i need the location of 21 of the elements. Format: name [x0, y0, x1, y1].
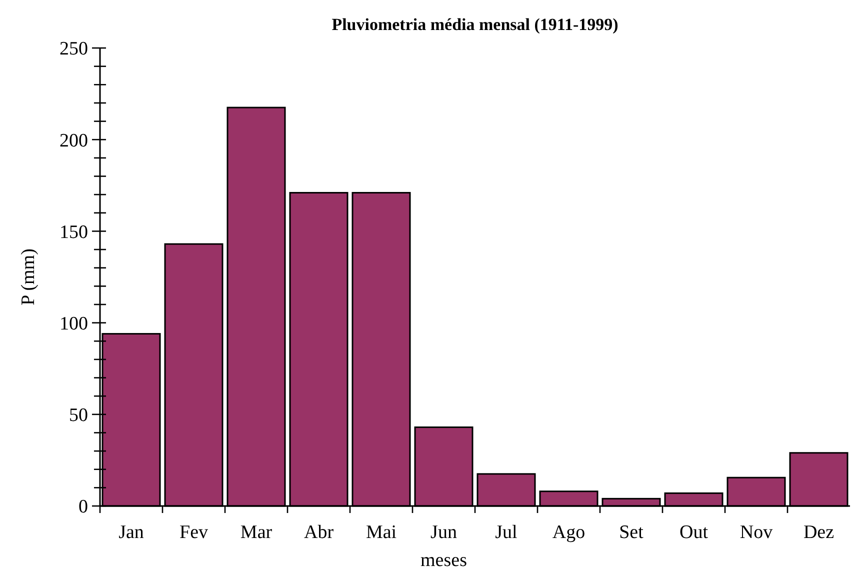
x-tick-label: Jun — [430, 522, 458, 543]
x-tick-label: Set — [619, 522, 644, 543]
x-tick-label: Mai — [366, 522, 397, 543]
x-tick-label: Out — [680, 522, 709, 543]
y-tick-label: 50 — [69, 405, 88, 426]
y-axis-title: P (mm) — [18, 248, 39, 306]
y-tick-label: 250 — [60, 38, 88, 60]
y-tick-label: 0 — [78, 496, 88, 518]
x-tick-label: Jul — [495, 522, 518, 543]
x-tick-label: Abr — [304, 522, 334, 543]
x-tick-label: Ago — [552, 522, 586, 543]
x-tick-label: Dez — [803, 522, 834, 543]
x-tick-label: Jan — [118, 522, 144, 543]
chart-title: Pluviometria média mensal (1911-1999) — [332, 15, 618, 34]
x-tick-label: Mar — [240, 522, 273, 543]
x-axis-title: meses — [420, 550, 467, 571]
x-tick-label: Nov — [740, 522, 774, 543]
x-tick-label: Fev — [180, 522, 208, 543]
y-tick-label: 100 — [60, 313, 88, 334]
y-tick-label: 200 — [60, 130, 88, 152]
y-tick-label: 150 — [60, 222, 88, 243]
